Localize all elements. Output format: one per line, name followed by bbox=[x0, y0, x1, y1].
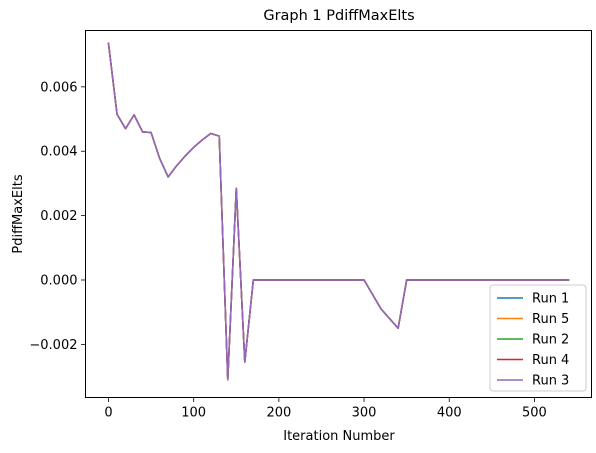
legend-label: Run 1 bbox=[532, 292, 569, 307]
series-line-run-3 bbox=[107, 42, 570, 381]
legend-label: Run 5 bbox=[532, 312, 569, 327]
x-axis-ticks: 0 100 200 300 400 500 bbox=[104, 397, 547, 421]
y-tick-label: 0.004 bbox=[40, 145, 77, 160]
plot-area-frame bbox=[85, 30, 592, 398]
x-axis-label: Iteration Number bbox=[283, 429, 395, 444]
legend-label: Run 3 bbox=[532, 374, 569, 389]
legend-box bbox=[489, 284, 587, 392]
y-tick-label: 0.002 bbox=[40, 209, 77, 224]
x-tick-label: 300 bbox=[352, 406, 377, 421]
y-tick-label: 0.006 bbox=[40, 80, 77, 95]
chart-title: Graph 1 PdiffMaxElts bbox=[263, 8, 414, 24]
legend-label: Run 2 bbox=[532, 333, 569, 348]
x-tick-label: 500 bbox=[522, 406, 547, 421]
x-tick-label: 100 bbox=[181, 406, 206, 421]
x-tick-label: 400 bbox=[437, 406, 462, 421]
x-tick-label: 0 bbox=[104, 406, 112, 421]
y-tick-label: 0.000 bbox=[40, 273, 77, 288]
y-axis-label: PdiffMaxElts bbox=[11, 174, 26, 253]
legend: Run 1 Run 5 Run 2 Run 4 Run 3 bbox=[489, 284, 587, 392]
y-tick-label: −0.002 bbox=[29, 338, 77, 353]
legend-label: Run 4 bbox=[532, 353, 569, 368]
y-axis-ticks: −0.002 0.000 0.002 0.004 0.006 bbox=[29, 80, 86, 353]
x-tick-label: 200 bbox=[266, 406, 291, 421]
plot-lines bbox=[107, 42, 570, 381]
